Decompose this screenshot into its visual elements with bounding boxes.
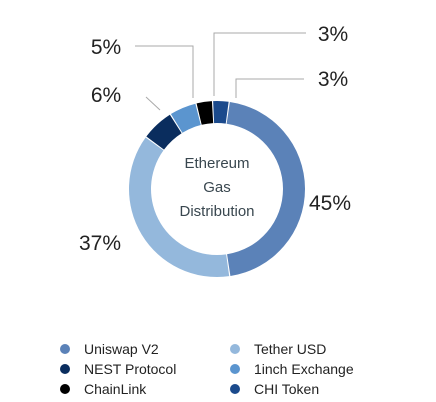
leader-line-chi-token (235, 78, 304, 98)
slice-chi-token[interactable] (213, 101, 229, 124)
legend-item-tether-usd[interactable]: Tether USD (230, 340, 400, 358)
legend-label: Uniswap V2 (84, 341, 159, 357)
legend: Uniswap V2 Tether USD NEST Protocol 1inc… (60, 340, 420, 398)
center-title-line-3: Distribution (179, 203, 254, 220)
percent-label-nest-protocol: 6% (91, 84, 121, 107)
slice-chainlink[interactable] (196, 101, 214, 125)
percent-label-uniswap-v2: 45% (309, 192, 351, 215)
percent-label-tether-usd: 37% (79, 232, 121, 255)
percent-label-1inch-exchange: 5% (91, 36, 121, 59)
legend-dot-chainlink (60, 384, 70, 394)
legend-dot-chi-token (230, 384, 240, 394)
legend-dot-tether-usd (230, 344, 240, 354)
percent-label-chi-token: 3% (318, 68, 348, 91)
donut-chart: 45% 37% 6% 5% 3% 3% Ethereum Gas Distribution (79, 23, 351, 277)
center-title-line-1: Ethereum (184, 155, 249, 172)
legend-item-uniswap-v2[interactable]: Uniswap V2 (60, 340, 230, 358)
legend-item-nest-protocol[interactable]: NEST Protocol (60, 360, 230, 378)
percent-label-chainlink: 3% (318, 23, 348, 46)
slice-tether-usd[interactable] (128, 137, 230, 277)
leader-line-1inch-exchange (135, 45, 194, 98)
legend-item-chainlink[interactable]: ChainLink (60, 380, 230, 398)
legend-label: CHI Token (254, 381, 320, 397)
leader-lines (135, 32, 306, 111)
leader-line-nest-protocol (145, 96, 161, 111)
legend-label: Tether USD (254, 341, 327, 357)
leader-line-chainlink (213, 32, 306, 96)
slice-nest-protocol[interactable] (146, 114, 182, 150)
legend-item-1inch-exchange[interactable]: 1inch Exchange (230, 360, 400, 378)
donut-slices (128, 101, 305, 277)
legend-label: ChainLink (84, 381, 147, 397)
legend-label: 1inch Exchange (254, 361, 354, 377)
percent-labels: 45% 37% 6% 5% 3% 3% (79, 23, 351, 255)
legend-dot-1inch-exchange (230, 364, 240, 374)
legend-item-chi-token[interactable]: CHI Token (230, 380, 400, 398)
legend-dot-nest-protocol (60, 364, 70, 374)
slice-1inch-exchange[interactable] (170, 103, 201, 133)
legend-label: NEST Protocol (84, 361, 177, 377)
slice-uniswap-v2[interactable] (226, 101, 305, 276)
center-title-line-2: Gas (203, 179, 231, 196)
legend-dot-uniswap-v2 (60, 344, 70, 354)
